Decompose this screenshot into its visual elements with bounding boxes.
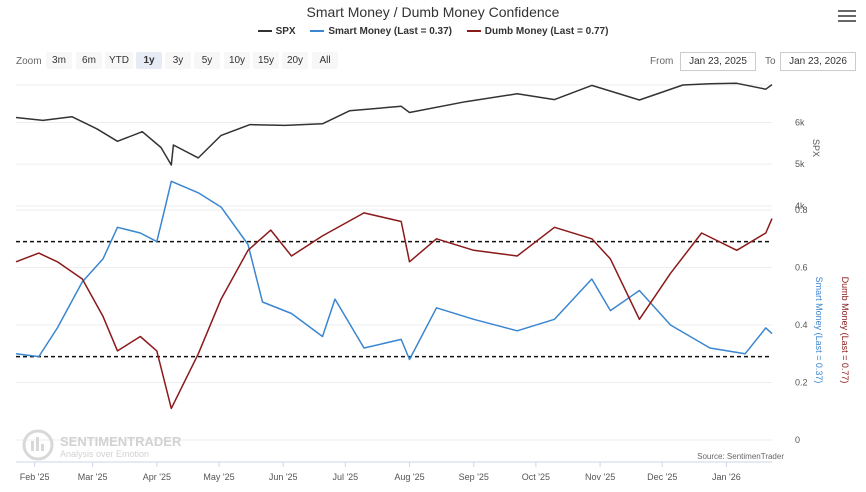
x-tick-label: Jul '25 xyxy=(332,472,358,482)
zoom-1y-button[interactable]: 1y xyxy=(136,52,162,69)
series-layer xyxy=(15,82,773,410)
smart-money-axis-title: Smart Money (Last = 0.37) xyxy=(814,277,824,384)
x-tick-label: Nov '25 xyxy=(585,472,615,482)
sentiment-tick-label: 0.8 xyxy=(795,205,808,215)
zoom-label: Zoom xyxy=(16,56,42,67)
spx-tick-label: 4k xyxy=(795,201,805,211)
watermark-tagline: Analysis over Emotion xyxy=(60,449,149,459)
zoom-3y-button[interactable]: 3y xyxy=(165,52,191,69)
grid-layer xyxy=(16,84,772,441)
axis-layer: 4k 5k 6k 0 0.2 0.4 0.6 0.8 Feb '25 Mar '25 Apr '25… xyxy=(16,118,850,482)
sentiment-tick-label: 0 xyxy=(795,435,800,445)
x-tick-label: Apr '25 xyxy=(143,472,171,482)
zoom-20y-button[interactable]: 20y xyxy=(282,52,308,69)
zoom-all-button[interactable]: All xyxy=(312,52,338,69)
watermark-name: SENTIMENTRADER xyxy=(60,434,182,449)
x-tick-label: Oct '25 xyxy=(522,472,550,482)
x-tick-label: May '25 xyxy=(203,472,234,482)
legend-item-smart-money[interactable]: Smart Money (Last = 0.37) xyxy=(310,26,452,37)
legend-label: Dumb Money (Last = 0.77) xyxy=(484,26,609,37)
zoom-3m-button[interactable]: 3m xyxy=(46,52,72,69)
chart-title: Smart Money / Dumb Money Confidence xyxy=(306,4,560,20)
spx-tick-label: 6k xyxy=(795,118,805,128)
dumb-money-axis-title: Dumb Money (Last = 0.77) xyxy=(840,277,850,384)
x-tick-label: Jan '26 xyxy=(712,472,741,482)
sentiment-tick-label: 0.6 xyxy=(795,263,808,273)
legend-swatch xyxy=(257,30,272,33)
legend: SPX Smart Money (Last = 0.37) Dumb Money… xyxy=(0,26,866,37)
legend-label: Smart Money (Last = 0.37) xyxy=(328,26,453,37)
source-credit: Source: SentimenTrader xyxy=(697,452,784,461)
legend-swatch xyxy=(466,30,481,33)
x-tick-label: Mar '25 xyxy=(78,472,108,482)
legend-item-spx[interactable]: SPX xyxy=(257,26,296,37)
legend-swatch xyxy=(310,30,325,33)
zoom-15y-button[interactable]: 15y xyxy=(253,52,279,69)
x-tick-label: Feb '25 xyxy=(20,472,50,482)
x-tick-label: Jun '25 xyxy=(269,472,298,482)
spx-series-line xyxy=(15,82,773,166)
dumb-money-series-line xyxy=(15,212,773,410)
sentiment-tick-label: 0.4 xyxy=(795,320,808,330)
zoom-10y-button[interactable]: 10y xyxy=(224,52,250,69)
zoom-6m-button[interactable]: 6m xyxy=(76,52,102,69)
legend-label: SPX xyxy=(275,26,296,37)
watermark-logo-icon xyxy=(22,429,54,461)
from-date-input[interactable]: Jan 23, 2025 xyxy=(680,52,756,71)
zoom-5y-button[interactable]: 5y xyxy=(194,52,220,69)
menu-icon[interactable] xyxy=(838,8,856,24)
legend-item-dumb-money[interactable]: Dumb Money (Last = 0.77) xyxy=(466,26,609,37)
x-tick-label: Sep '25 xyxy=(459,472,489,482)
x-tick-label: Aug '25 xyxy=(394,472,424,482)
reference-lines xyxy=(16,240,772,358)
to-label: To xyxy=(765,56,776,67)
watermark: SENTIMENTRADER Analysis over Emotion xyxy=(22,429,182,461)
x-tick-label: Dec '25 xyxy=(647,472,677,482)
smart-money-series-line xyxy=(15,180,773,361)
zoom-ytd-button[interactable]: YTD xyxy=(105,52,133,69)
sentiment-tick-label: 0.2 xyxy=(795,378,808,388)
to-date-input[interactable]: Jan 23, 2026 xyxy=(780,52,856,71)
spx-tick-label: 5k xyxy=(795,159,805,169)
from-label: From xyxy=(650,56,674,67)
spx-axis-title: SPX xyxy=(811,139,821,157)
